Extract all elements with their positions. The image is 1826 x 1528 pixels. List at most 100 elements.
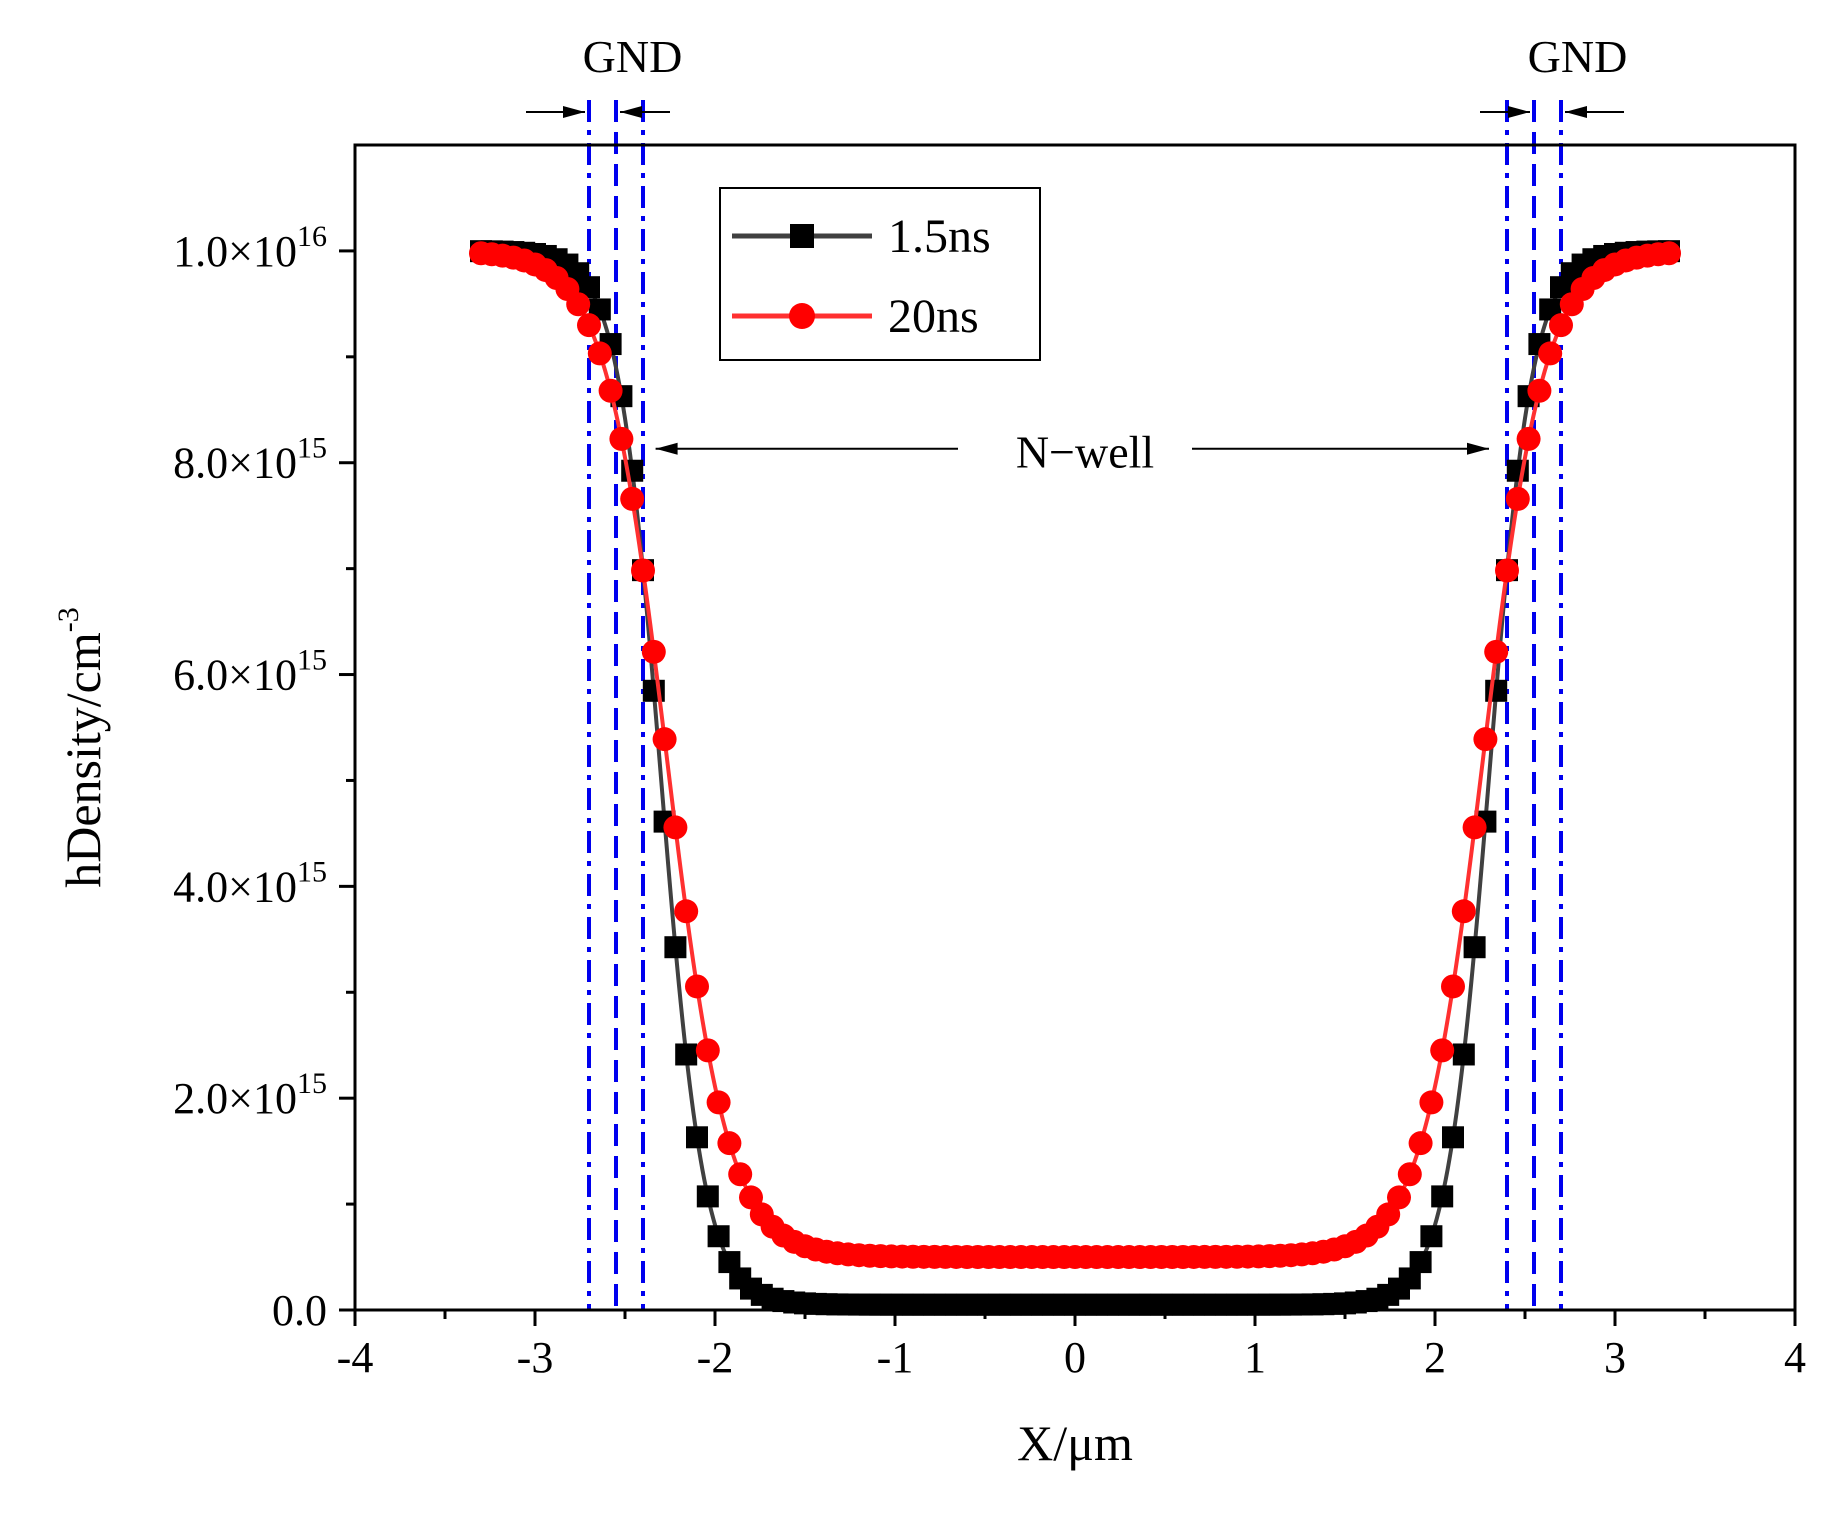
data-point (1441, 974, 1465, 999)
y-tick-exponent: 15 (297, 1067, 327, 1100)
data-point (598, 378, 623, 403)
data-point (1452, 1043, 1475, 1066)
y-tick-exponent: 15 (297, 855, 327, 888)
data-point (1420, 1225, 1443, 1248)
axis-ticks: -4 -3 -2 -1 0 1 2 3 40.02.0×10154.0×10156.0×1015… (173, 220, 1806, 1382)
data-point (1397, 1162, 1422, 1187)
series-line (481, 249, 1669, 1307)
data-point (1442, 1126, 1464, 1149)
legend-marker (789, 303, 815, 329)
data-point (1473, 727, 1498, 752)
gnd-left-arrow-in-head (563, 106, 585, 118)
data-point (1657, 241, 1681, 266)
y-tick-exponent: 16 (297, 220, 327, 253)
series-20ns (469, 241, 1681, 1270)
legend-entry-1.5ns: 1.5ns (732, 210, 991, 263)
y-tick-mantissa: 8.0×10 (173, 439, 297, 488)
x-tick-label: 2 (1424, 1333, 1446, 1382)
data-point (675, 1043, 698, 1066)
gnd-right-arrow-in-head (1508, 106, 1530, 118)
data-point (717, 1131, 742, 1156)
y-tick-mantissa: 4.0×10 (173, 862, 297, 911)
x-tick-label: -1 (877, 1333, 914, 1382)
data-point (728, 1162, 753, 1187)
nwell-arrow-left-head (655, 442, 678, 455)
data-point (1419, 1090, 1444, 1115)
data-point (674, 899, 699, 924)
data-point (1495, 558, 1519, 583)
x-tick-label: -4 (337, 1333, 374, 1382)
data-point (1484, 639, 1509, 664)
plot-frame (353, 143, 1797, 1312)
data-point (1463, 936, 1486, 959)
data-point (1549, 313, 1573, 338)
data-point (707, 1225, 730, 1248)
y-axis-label-text: hDensity/cm (55, 632, 111, 888)
boundary-lines (587, 100, 1563, 1310)
legend-box (719, 187, 1041, 361)
gnd-left-label: GND (583, 31, 683, 82)
gnd-left-arrow-out-head (620, 106, 642, 118)
legend-label: 20ns (888, 290, 979, 343)
y-tick-mantissa: 1.0×10 (173, 227, 297, 276)
data-point (1408, 1131, 1433, 1156)
gnd-right-label: GND (1528, 31, 1628, 82)
x-tick-label: 3 (1604, 1333, 1626, 1382)
data-point (1462, 815, 1487, 840)
data-point (641, 639, 666, 664)
data-point (609, 426, 634, 451)
legend: 1.5ns 20ns (719, 187, 1041, 361)
y-tick-label: 1.0×1016 (173, 220, 327, 276)
legend-label: 1.5ns (888, 210, 991, 263)
x-tick-label: 4 (1784, 1333, 1806, 1382)
y-tick-mantissa: 6.0×10 (173, 651, 297, 700)
data-point (663, 815, 688, 840)
y-axis-label-exponent: -3 (52, 607, 85, 632)
data-point (1430, 1038, 1455, 1063)
y-tick-label: 8.0×1015 (173, 432, 327, 488)
annotations: GND GND N−well (526, 31, 1627, 478)
x-tick-label: -3 (517, 1333, 554, 1382)
series-1.5ns (470, 240, 1680, 1316)
legend-marker (790, 224, 814, 248)
data-point (695, 1038, 720, 1063)
y-tick-label: 4.0×1015 (173, 855, 327, 911)
y-tick-mantissa: 0.0 (272, 1286, 327, 1335)
data-point (652, 727, 677, 752)
data-point (577, 313, 601, 338)
legend-entry-20ns: 20ns (732, 290, 979, 343)
y-tick-mantissa: 2.0×10 (173, 1074, 297, 1123)
data-point (1451, 899, 1476, 924)
nwell-arrow-right-head (1467, 442, 1489, 455)
data-point (1387, 1185, 1411, 1210)
x-tick-label: 0 (1064, 1333, 1086, 1382)
nwell-label: N−well (1016, 427, 1154, 478)
data-point (664, 936, 687, 959)
data-point (685, 974, 709, 999)
data-point (706, 1090, 731, 1115)
data-point (1516, 426, 1541, 451)
y-tick-label: 6.0×1015 (173, 644, 327, 700)
data-point (1431, 1185, 1454, 1208)
data-point (1527, 378, 1552, 403)
data-point (631, 558, 655, 583)
x-tick-label: 1 (1244, 1333, 1266, 1382)
gnd-right-arrow-out-head (1565, 106, 1587, 118)
data-point (620, 486, 645, 511)
series-layer (469, 240, 1681, 1316)
data-point (1505, 486, 1530, 511)
y-axis-label: hDensity/cm-3 (52, 607, 111, 888)
x-axis-label: X/μm (1017, 1415, 1133, 1471)
y-tick-label: 0.0 (272, 1286, 327, 1335)
y-tick-label: 2.0×1015 (173, 1067, 327, 1123)
data-point (1409, 1251, 1432, 1274)
data-point (587, 341, 612, 366)
data-point (696, 1185, 719, 1208)
y-tick-exponent: 15 (297, 432, 327, 465)
data-point (566, 292, 591, 317)
data-point (578, 276, 600, 299)
y-tick-exponent: 15 (297, 644, 327, 677)
data-point (686, 1126, 708, 1149)
data-point (1538, 341, 1563, 366)
